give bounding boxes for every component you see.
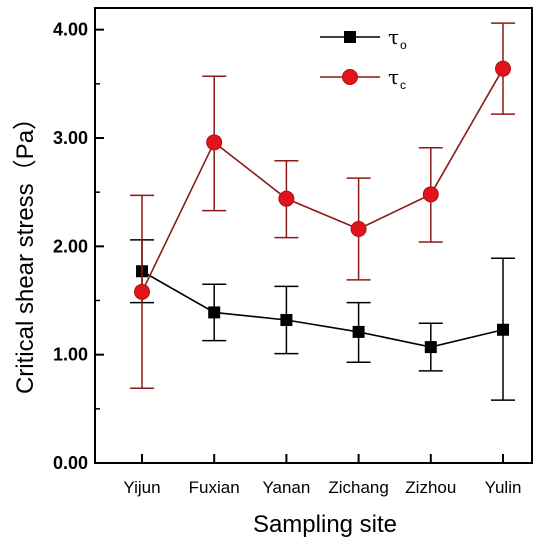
x-tick-label: Zichang [328, 478, 388, 497]
data-point [495, 60, 511, 77]
y-tick-label: 1.00 [53, 345, 88, 365]
data-point [422, 186, 439, 203]
series-layer [130, 22, 515, 401]
series-1 [130, 22, 515, 389]
x-tick-label: Fuxian [189, 478, 240, 497]
x-tick-label: Yijun [123, 478, 160, 497]
legend-marker [342, 69, 358, 85]
series-0 [130, 239, 515, 401]
legend-label: τ [388, 25, 399, 49]
data-point [424, 341, 437, 354]
series-line [141, 68, 504, 293]
legend-subscript: o [400, 38, 407, 52]
x-tick-label: Yulin [485, 478, 522, 497]
data-point [497, 323, 509, 336]
data-point [350, 221, 367, 237]
legend-subscript: c [400, 78, 406, 92]
data-point [352, 325, 365, 338]
y-tick-label: 2.00 [53, 236, 88, 256]
legend-label: τ [388, 65, 399, 89]
x-axis-title: Sampling site [253, 511, 397, 538]
x-axis: Yijun Fuxian Yanan Zichang Zizhou Yulin [123, 454, 521, 497]
y-axis-title: Critical shear stress（Pa） [12, 106, 39, 394]
plot-frame [94, 7, 533, 464]
legend: τ oτ c [320, 25, 407, 92]
data-point [134, 283, 150, 300]
y-tick-label: 0.00 [53, 453, 88, 473]
y-axis: 0.00 1.00 2.00 3.00 4.00 [53, 20, 104, 473]
legend-marker [344, 31, 356, 43]
data-point [280, 314, 293, 326]
data-point [278, 190, 295, 207]
y-tick-label: 4.00 [53, 20, 88, 40]
x-tick-label: Zizhou [405, 478, 456, 497]
series-line [141, 270, 504, 348]
data-point [206, 134, 223, 151]
data-point [208, 306, 221, 319]
y-tick-label: 3.00 [53, 128, 88, 148]
x-tick-label: Yanan [262, 478, 310, 497]
